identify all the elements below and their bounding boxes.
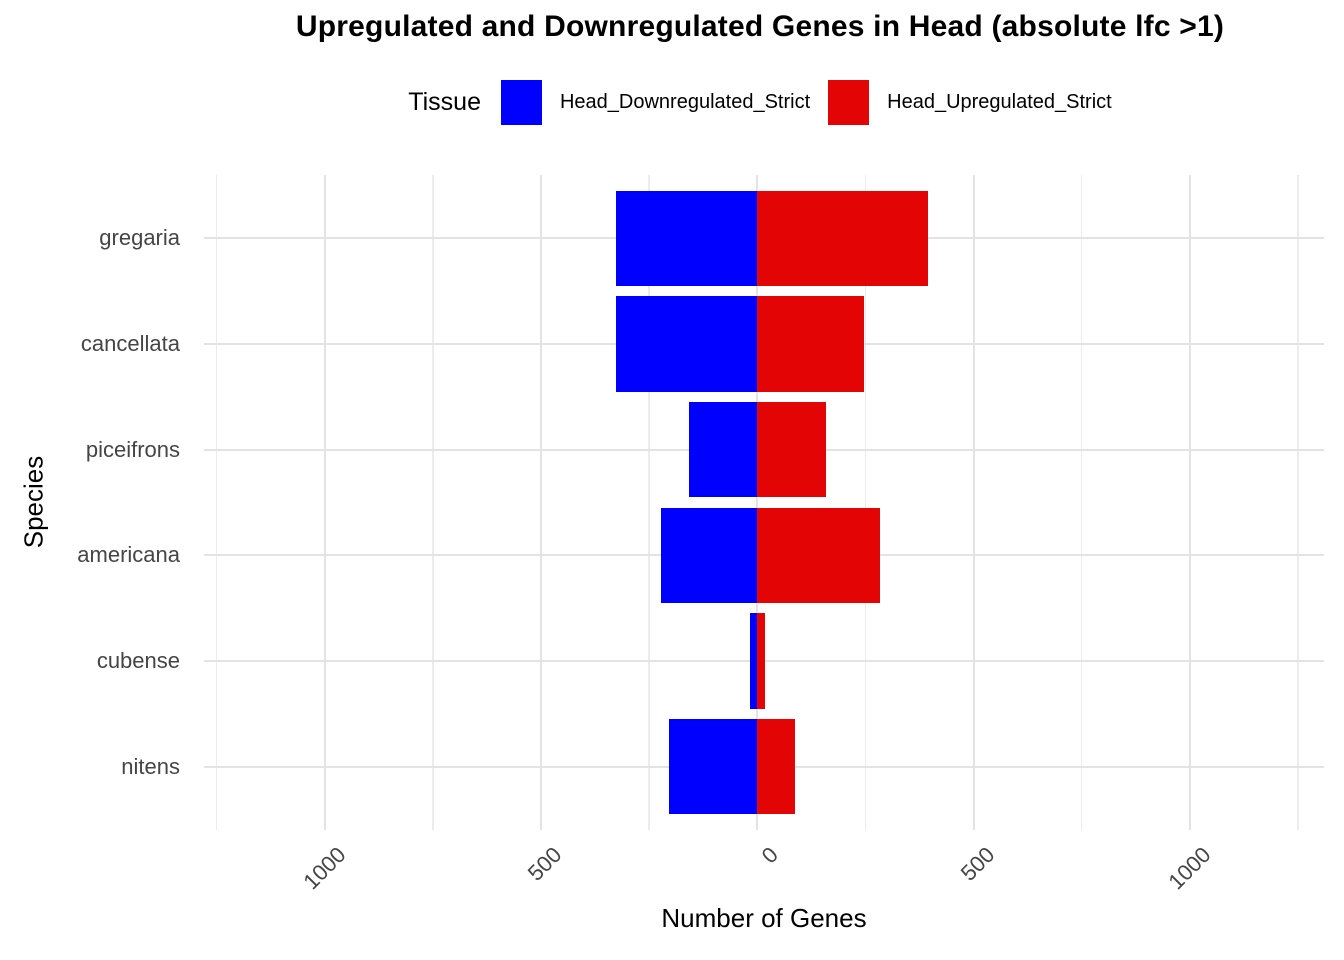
bar-americana-upregulated [757,507,881,603]
bar-nitens-downregulated [669,719,758,815]
x-tick-label: 500 [955,842,1000,886]
bar-piceifrons-downregulated [689,402,758,498]
gridline-major [1188,175,1191,830]
x-tick-label: 1000 [298,842,351,895]
bar-gregaria-upregulated [757,190,929,286]
bar-nitens-upregulated [757,719,795,815]
chart-title: Upregulated and Downregulated Genes in H… [295,10,1225,43]
legend-item-downregulated: Head_Downregulated_Strict [500,79,811,125]
bar-cancellata-downregulated [615,296,758,392]
gridline-minor [432,175,434,830]
gridline-minor [215,175,218,830]
gridline-major [323,175,326,830]
bar-piceifrons-upregulated [757,402,827,498]
gridline-major [756,175,759,830]
y-tick-label-americana: americana [77,542,180,568]
y-tick-label-cancellata: cancellata [80,331,180,357]
legend-label-downregulated: Head_Downregulated_Strict [559,90,811,113]
y-tick-label-cubense: cubense [96,647,180,673]
plot-panel [204,175,1324,830]
gridline-major [972,175,975,830]
y-tick-label-piceifrons: piceifrons [85,436,180,462]
legend: Tissue Head_Downregulated_Strict Head_Up… [176,76,1344,128]
x-tick-label: 1000 [1163,842,1216,895]
legend-swatch-upregulated-icon [828,79,870,125]
bar-cubense-downregulated [749,613,758,709]
bar-cancellata-upregulated [757,296,865,392]
gridline-minor [1081,175,1083,830]
bar-americana-downregulated [660,507,758,603]
legend-label-upregulated: Head_Upregulated_Strict [887,90,1112,113]
bar-cubense-upregulated [757,613,766,709]
bar-gregaria-downregulated [615,190,758,286]
gridline-minor [648,175,650,830]
gridline-major [539,175,542,830]
legend-title: Tissue [408,87,481,116]
x-tick-label: 0 [756,842,783,869]
legend-swatch-downregulated-icon [500,79,542,125]
x-axis-title: Number of Genes [661,903,867,933]
y-axis-title: Species [18,455,49,549]
gridline-minor [864,175,867,830]
gridline-minor [1297,175,1299,830]
legend-item-upregulated: Head_Upregulated_Strict [828,79,1112,125]
x-tick-label: 500 [523,842,567,886]
y-tick-label-gregaria: gregaria [99,225,180,251]
y-tick-label-nitens: nitens [121,753,180,779]
